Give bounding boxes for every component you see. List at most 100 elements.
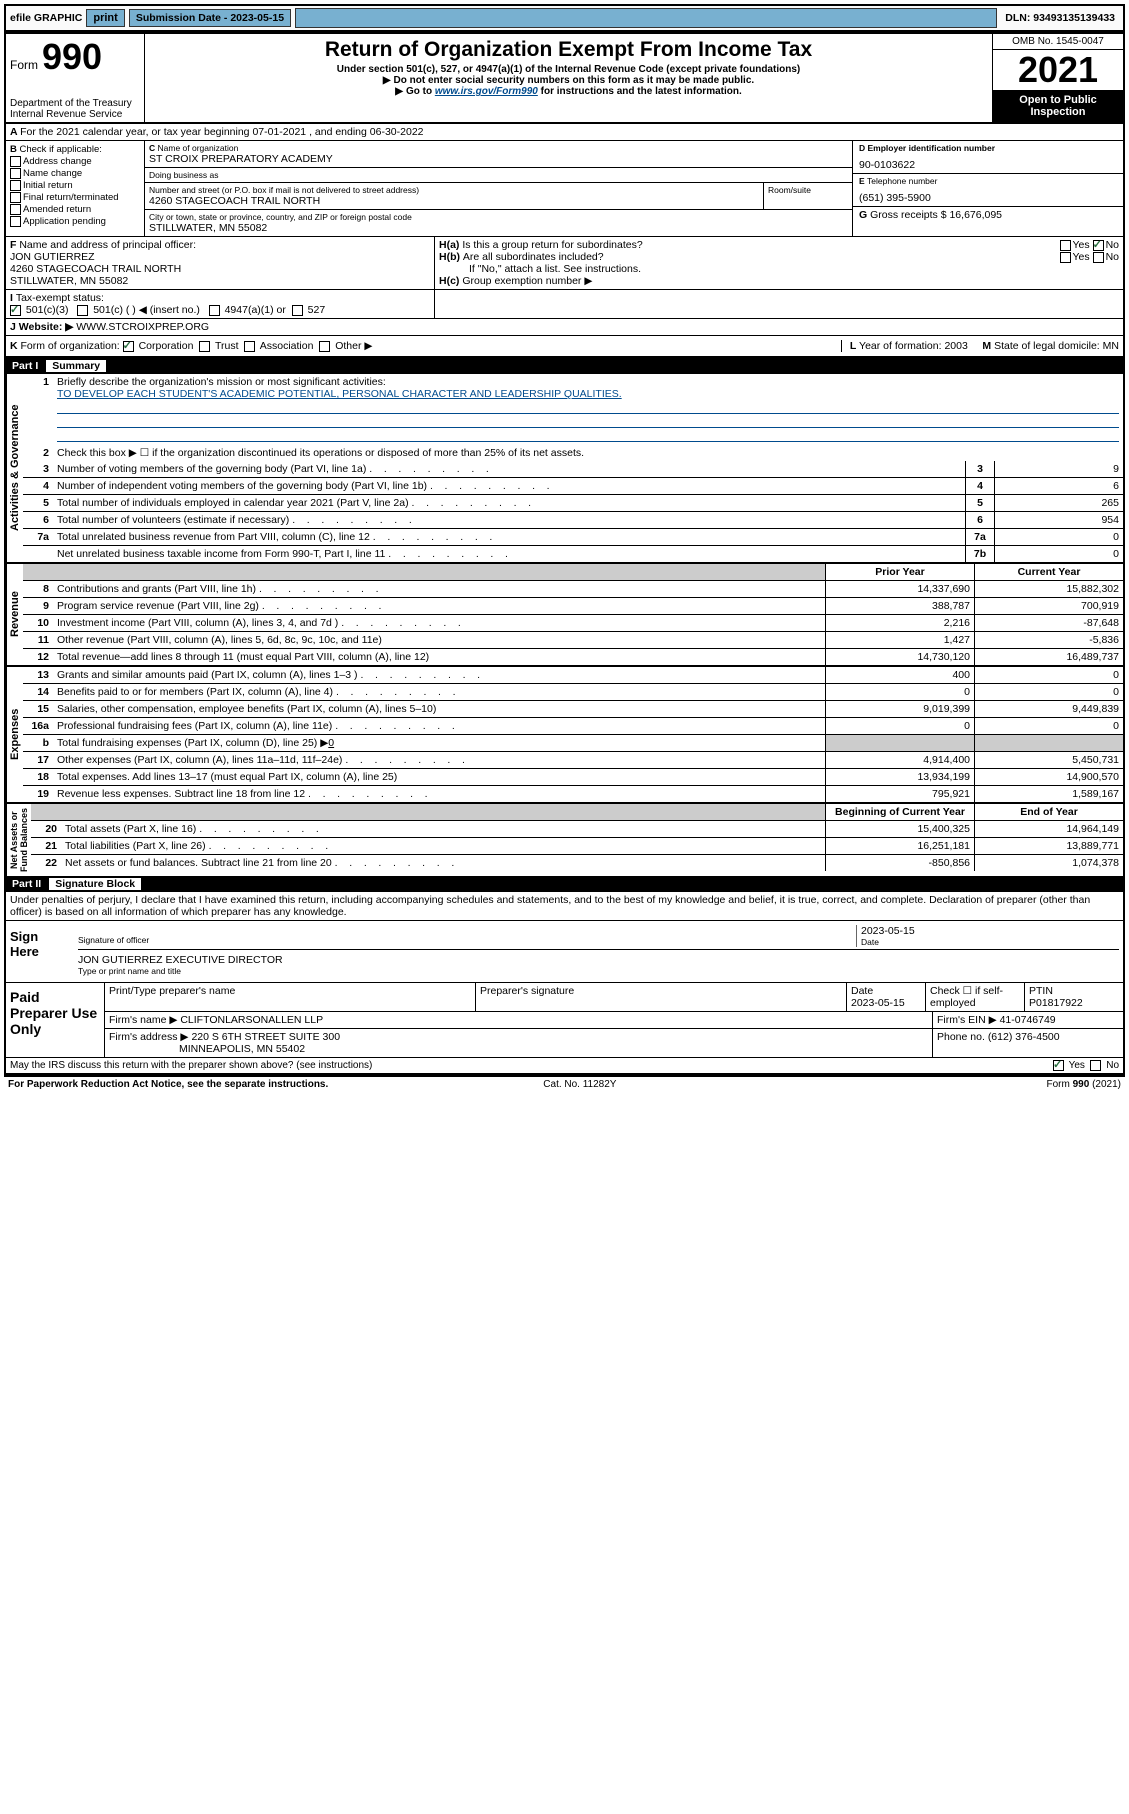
cat-number: Cat. No. 11282Y [543,1079,616,1090]
row-j: J Website: ▶ WWW.STCROIXPREP.ORG [6,319,1123,336]
checkbox-4947[interactable] [209,305,220,316]
form-header: Form 990 Department of the Treasury Inte… [6,34,1123,124]
checkbox-amended[interactable] [10,204,21,215]
checkbox-hb-no[interactable] [1093,252,1104,263]
irs-label: Internal Revenue Service [10,109,140,120]
side-expenses: Expenses [6,667,23,802]
paid-preparer-section: Paid Preparer Use Only Print/Type prepar… [6,983,1123,1058]
header-center: Return of Organization Exempt From Incom… [145,34,992,122]
submission-date: Submission Date - 2023-05-15 [129,9,291,27]
netassets-section: Net Assets orFund Balances Beginning of … [6,804,1123,876]
checkbox-application[interactable] [10,216,21,227]
side-netassets: Net Assets orFund Balances [6,804,31,876]
side-governance: Activities & Governance [6,374,23,562]
top-bar: efile GRAPHIC print Submission Date - 20… [4,4,1125,32]
line6-value: 954 [994,512,1123,528]
part2-header: Part II Signature Block [6,876,1123,892]
checkbox-ha-yes[interactable] [1060,240,1071,251]
revenue-section: Revenue Prior YearCurrent Year 8Contribu… [6,564,1123,667]
blocks-bcde: B Check if applicable: Address change Na… [6,141,1123,237]
open-public: Open to Public Inspection [993,90,1123,122]
checkbox-corp[interactable] [123,341,134,352]
governance-section: Activities & Governance 1 Briefly descri… [6,374,1123,564]
top-spacer [295,8,997,28]
checkbox-discuss-yes[interactable] [1053,1060,1064,1071]
check-applicable-label: Check if applicable: [20,144,102,155]
form-title: Return of Organization Exempt From Incom… [149,38,988,62]
ptin-value: P01817922 [1029,997,1083,1009]
officer-addr2: STILLWATER, MN 55082 [10,275,430,287]
omb-number: OMB No. 1545-0047 [993,34,1123,50]
subtitle-3-post: for instructions and the latest informat… [541,86,742,97]
block-c: C Name of organization ST CROIX PREPARAT… [145,141,853,236]
checkbox-other[interactable] [319,341,330,352]
form-word: Form [10,58,38,72]
prep-date: 2023-05-15 [851,997,905,1009]
block-d: D Employer identification number 90-0103… [853,141,1123,236]
officer-name-title: JON GUTIERREZ EXECUTIVE DIRECTOR [78,954,283,966]
form-ref: Form 990 (2021) [1047,1079,1121,1090]
checkbox-ha-no[interactable] [1093,240,1104,251]
paid-preparer-label: Paid Preparer Use Only [6,983,105,1057]
sig-date: 2023-05-15 [861,925,915,937]
print-button[interactable]: print [86,9,124,27]
subtitle-1: Under section 501(c), 527, or 4947(a)(1)… [149,64,988,75]
header-right: OMB No. 1545-0047 2021 Open to Public In… [992,34,1123,122]
side-revenue: Revenue [6,564,23,665]
checkbox-527[interactable] [292,305,303,316]
firm-name: CLIFTONLARSONALLEN LLP [180,1014,323,1026]
telephone-value: (651) 395-5900 [859,192,1117,204]
row-fh: F Name and address of principal officer:… [6,237,1123,290]
declaration-text: Under penalties of perjury, I declare th… [6,892,1123,921]
header-left: Form 990 Department of the Treasury Inte… [6,34,145,122]
website-value: WWW.STCROIXPREP.ORG [76,321,209,333]
line7a-value: 0 [994,529,1123,545]
officer-name: JON GUTIERREZ [10,251,430,263]
block-b: B Check if applicable: Address change Na… [6,141,145,236]
subtitle-2: Do not enter social security numbers on … [149,75,988,86]
checkbox-discuss-no[interactable] [1090,1060,1101,1071]
checkbox-final[interactable] [10,192,21,203]
section-a: A For the 2021 calendar year, or tax yea… [6,124,1123,141]
line7b-value: 0 [994,546,1123,562]
firm-addr1: 220 S 6TH STREET SUITE 300 [191,1031,340,1043]
state-domicile: MN [1103,340,1119,352]
expenses-section: Expenses 13Grants and similar amounts pa… [6,667,1123,804]
form-number: 990 [42,36,102,78]
city-state-zip: STILLWATER, MN 55082 [149,222,848,234]
sign-here-section: Sign Here Signature of officer 2023-05-1… [6,921,1123,983]
checkbox-initial[interactable] [10,180,21,191]
street-address: 4260 STAGECOACH TRAIL NORTH [149,195,759,207]
checkbox-501c3[interactable] [10,305,21,316]
discuss-row: May the IRS discuss this return with the… [6,1058,1123,1075]
line5-value: 265 [994,495,1123,511]
row-ij: I Tax-exempt status: 501(c)(3) 501(c) ( … [6,290,1123,319]
sign-here-label: Sign Here [6,921,74,982]
line4-value: 6 [994,478,1123,494]
firm-addr2: MINNEAPOLIS, MN 55402 [109,1043,305,1055]
year-formation: 2003 [944,340,967,352]
officer-addr1: 4260 STAGECOACH TRAIL NORTH [10,263,430,275]
form-container: Form 990 Department of the Treasury Inte… [4,32,1125,1077]
dln-label: DLN: 93493135139433 [1001,10,1119,26]
firm-phone: (612) 376-4500 [988,1031,1060,1043]
row-klm: K Form of organization: Corporation Trus… [6,336,1123,358]
tax-year: 2021 [993,50,1123,90]
subtitle-3-pre: Go to [395,86,435,97]
checkbox-name-change[interactable] [10,168,21,179]
checkbox-address-change[interactable] [10,156,21,167]
tax-year-range: For the 2021 calendar year, or tax year … [20,126,423,138]
firm-ein: 41-0746749 [1000,1014,1056,1026]
line3-value: 9 [994,461,1123,477]
checkbox-501c[interactable] [77,305,88,316]
irs-link[interactable]: www.irs.gov/Form990 [435,86,538,97]
checkbox-trust[interactable] [199,341,210,352]
ein-value: 90-0103622 [859,159,1117,171]
org-name: ST CROIX PREPARATORY ACADEMY [149,153,848,165]
checkbox-hb-yes[interactable] [1060,252,1071,263]
mission-text: TO DEVELOP EACH STUDENT'S ACADEMIC POTEN… [57,388,622,400]
part1-header: Part I Summary [6,358,1123,374]
gross-receipts: 16,676,095 [949,209,1002,221]
efile-label: efile GRAPHIC [10,12,82,24]
checkbox-assoc[interactable] [244,341,255,352]
